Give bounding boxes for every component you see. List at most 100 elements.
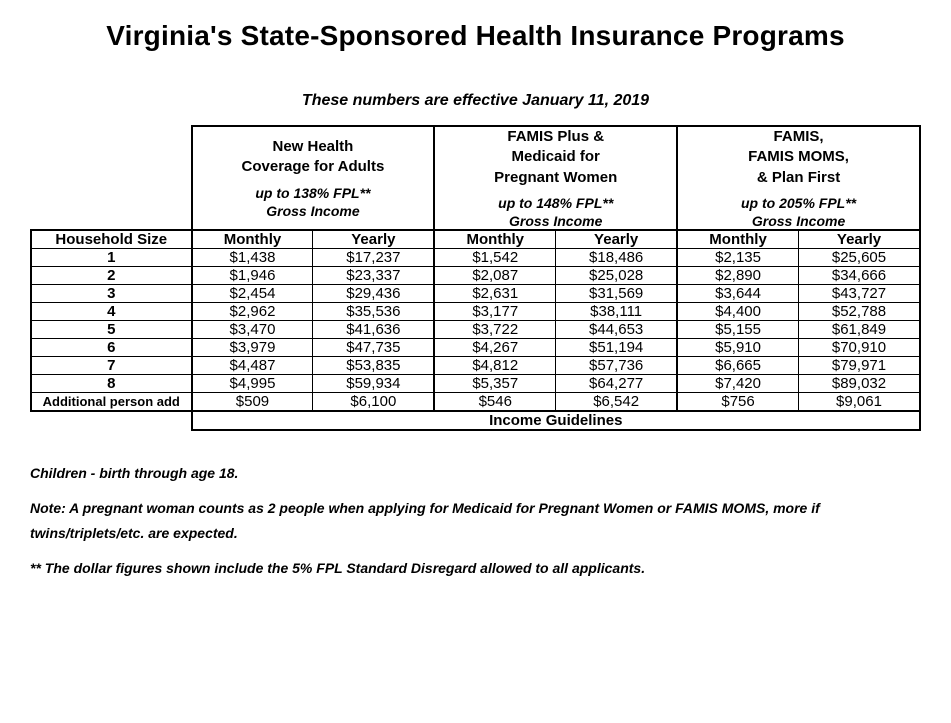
table-cell: $25,605 (799, 248, 921, 266)
table-cell: $51,194 (556, 338, 677, 356)
income-table: New Health Coverage for Adults up to 138… (30, 125, 921, 431)
table-cell: $3,470 (192, 320, 313, 338)
table-cell: $35,536 (313, 302, 434, 320)
table-cell: $89,032 (799, 374, 921, 392)
table-cell: $44,653 (556, 320, 677, 338)
program-gross: Gross Income (435, 213, 676, 229)
monthly-header: Monthly (677, 230, 798, 249)
program-fpl: up to 138% FPL** (193, 184, 434, 203)
yearly-header: Yearly (313, 230, 434, 249)
table-row: 2$1,946$23,337$2,087$25,028$2,890$34,666 (31, 266, 920, 284)
table-cell: $1,946 (192, 266, 313, 284)
table-cell: $41,636 (313, 320, 434, 338)
household-size-cell: 8 (31, 374, 192, 392)
additional-person-row: Additional person add $509 $6,100 $546 $… (31, 392, 920, 411)
program-name: FAMIS Plus & Medicaid for Pregnant Women (435, 127, 676, 188)
table-cell: $4,400 (677, 302, 798, 320)
table-cell: $6,542 (556, 392, 677, 411)
table-cell: $57,736 (556, 356, 677, 374)
table-row: 7$4,487$53,835$4,812$57,736$6,665$79,971 (31, 356, 920, 374)
table-cell: $70,910 (799, 338, 921, 356)
note-disregard: ** The dollar figures shown include the … (30, 556, 921, 581)
table-cell: $7,420 (677, 374, 798, 392)
table-cell: $64,277 (556, 374, 677, 392)
program-header-0: New Health Coverage for Adults up to 138… (192, 126, 435, 230)
table-row: 5$3,470$41,636$3,722$44,653$5,155$61,849 (31, 320, 920, 338)
table-cell: $4,812 (434, 356, 555, 374)
effective-date: These numbers are effective January 11, … (30, 92, 921, 110)
household-size-cell: 1 (31, 248, 192, 266)
household-size-header: Household Size (31, 230, 192, 249)
table-cell: $61,849 (799, 320, 921, 338)
program-name: New Health Coverage for Adults (193, 137, 434, 178)
table-cell: $79,971 (799, 356, 921, 374)
income-guidelines-row: Income Guidelines (31, 411, 920, 430)
table-cell: $4,267 (434, 338, 555, 356)
table-cell: $23,337 (313, 266, 434, 284)
table-cell: $3,722 (434, 320, 555, 338)
table-cell: $47,735 (313, 338, 434, 356)
income-guidelines-label: Income Guidelines (192, 411, 920, 430)
table-row: 6$3,979$47,735$4,267$51,194$5,910$70,910 (31, 338, 920, 356)
additional-person-label: Additional person add (31, 392, 192, 411)
household-size-cell: 3 (31, 284, 192, 302)
table-cell: $2,962 (192, 302, 313, 320)
table-cell: $756 (677, 392, 798, 411)
household-size-cell: 6 (31, 338, 192, 356)
monthly-header: Monthly (434, 230, 555, 249)
page-title: Virginia's State-Sponsored Health Insura… (30, 20, 921, 52)
table-cell: $3,979 (192, 338, 313, 356)
table-cell: $2,631 (434, 284, 555, 302)
table-cell: $546 (434, 392, 555, 411)
program-fpl: up to 205% FPL** (678, 194, 919, 213)
table-cell: $59,934 (313, 374, 434, 392)
table-cell: $34,666 (799, 266, 921, 284)
table-row: 3$2,454$29,436$2,631$31,569$3,644$43,727 (31, 284, 920, 302)
table-cell: $4,995 (192, 374, 313, 392)
table-cell: $5,155 (677, 320, 798, 338)
table-row: 4$2,962$35,536$3,177$38,111$4,400$52,788 (31, 302, 920, 320)
table-cell: $2,087 (434, 266, 555, 284)
table-cell: $6,100 (313, 392, 434, 411)
table-cell: $5,910 (677, 338, 798, 356)
table-cell: $9,061 (799, 392, 921, 411)
program-gross: Gross Income (193, 203, 434, 219)
household-size-cell: 4 (31, 302, 192, 320)
table-cell: $509 (192, 392, 313, 411)
table-cell: $53,835 (313, 356, 434, 374)
program-header-2: FAMIS, FAMIS MOMS, & Plan First up to 20… (677, 126, 920, 230)
program-header-1: FAMIS Plus & Medicaid for Pregnant Women… (434, 126, 677, 230)
table-cell: $3,177 (434, 302, 555, 320)
program-name: FAMIS, FAMIS MOMS, & Plan First (678, 127, 919, 188)
table-cell: $2,454 (192, 284, 313, 302)
yearly-header: Yearly (556, 230, 677, 249)
note-children: Children - birth through age 18. (30, 461, 921, 486)
monthly-header: Monthly (192, 230, 313, 249)
table-cell: $6,665 (677, 356, 798, 374)
table-cell: $3,644 (677, 284, 798, 302)
table-cell: $25,028 (556, 266, 677, 284)
table-cell: $2,890 (677, 266, 798, 284)
table-row: 8$4,995$59,934$5,357$64,277$7,420$89,032 (31, 374, 920, 392)
household-size-cell: 5 (31, 320, 192, 338)
table-cell: $43,727 (799, 284, 921, 302)
table-cell: $17,237 (313, 248, 434, 266)
notes-section: Children - birth through age 18. Note: A… (30, 461, 921, 582)
table-cell: $1,438 (192, 248, 313, 266)
table-cell: $5,357 (434, 374, 555, 392)
table-cell: $2,135 (677, 248, 798, 266)
table-row: 1$1,438$17,237$1,542$18,486$2,135$25,605 (31, 248, 920, 266)
program-fpl: up to 148% FPL** (435, 194, 676, 213)
household-size-cell: 2 (31, 266, 192, 284)
table-cell: $1,542 (434, 248, 555, 266)
table-cell: $38,111 (556, 302, 677, 320)
yearly-header: Yearly (799, 230, 921, 249)
household-size-cell: 7 (31, 356, 192, 374)
table-cell: $4,487 (192, 356, 313, 374)
table-cell: $18,486 (556, 248, 677, 266)
table-cell: $52,788 (799, 302, 921, 320)
program-header-row: New Health Coverage for Adults up to 138… (31, 126, 920, 230)
program-gross: Gross Income (678, 213, 919, 229)
note-pregnant: Note: A pregnant woman counts as 2 peopl… (30, 496, 921, 546)
table-cell: $31,569 (556, 284, 677, 302)
